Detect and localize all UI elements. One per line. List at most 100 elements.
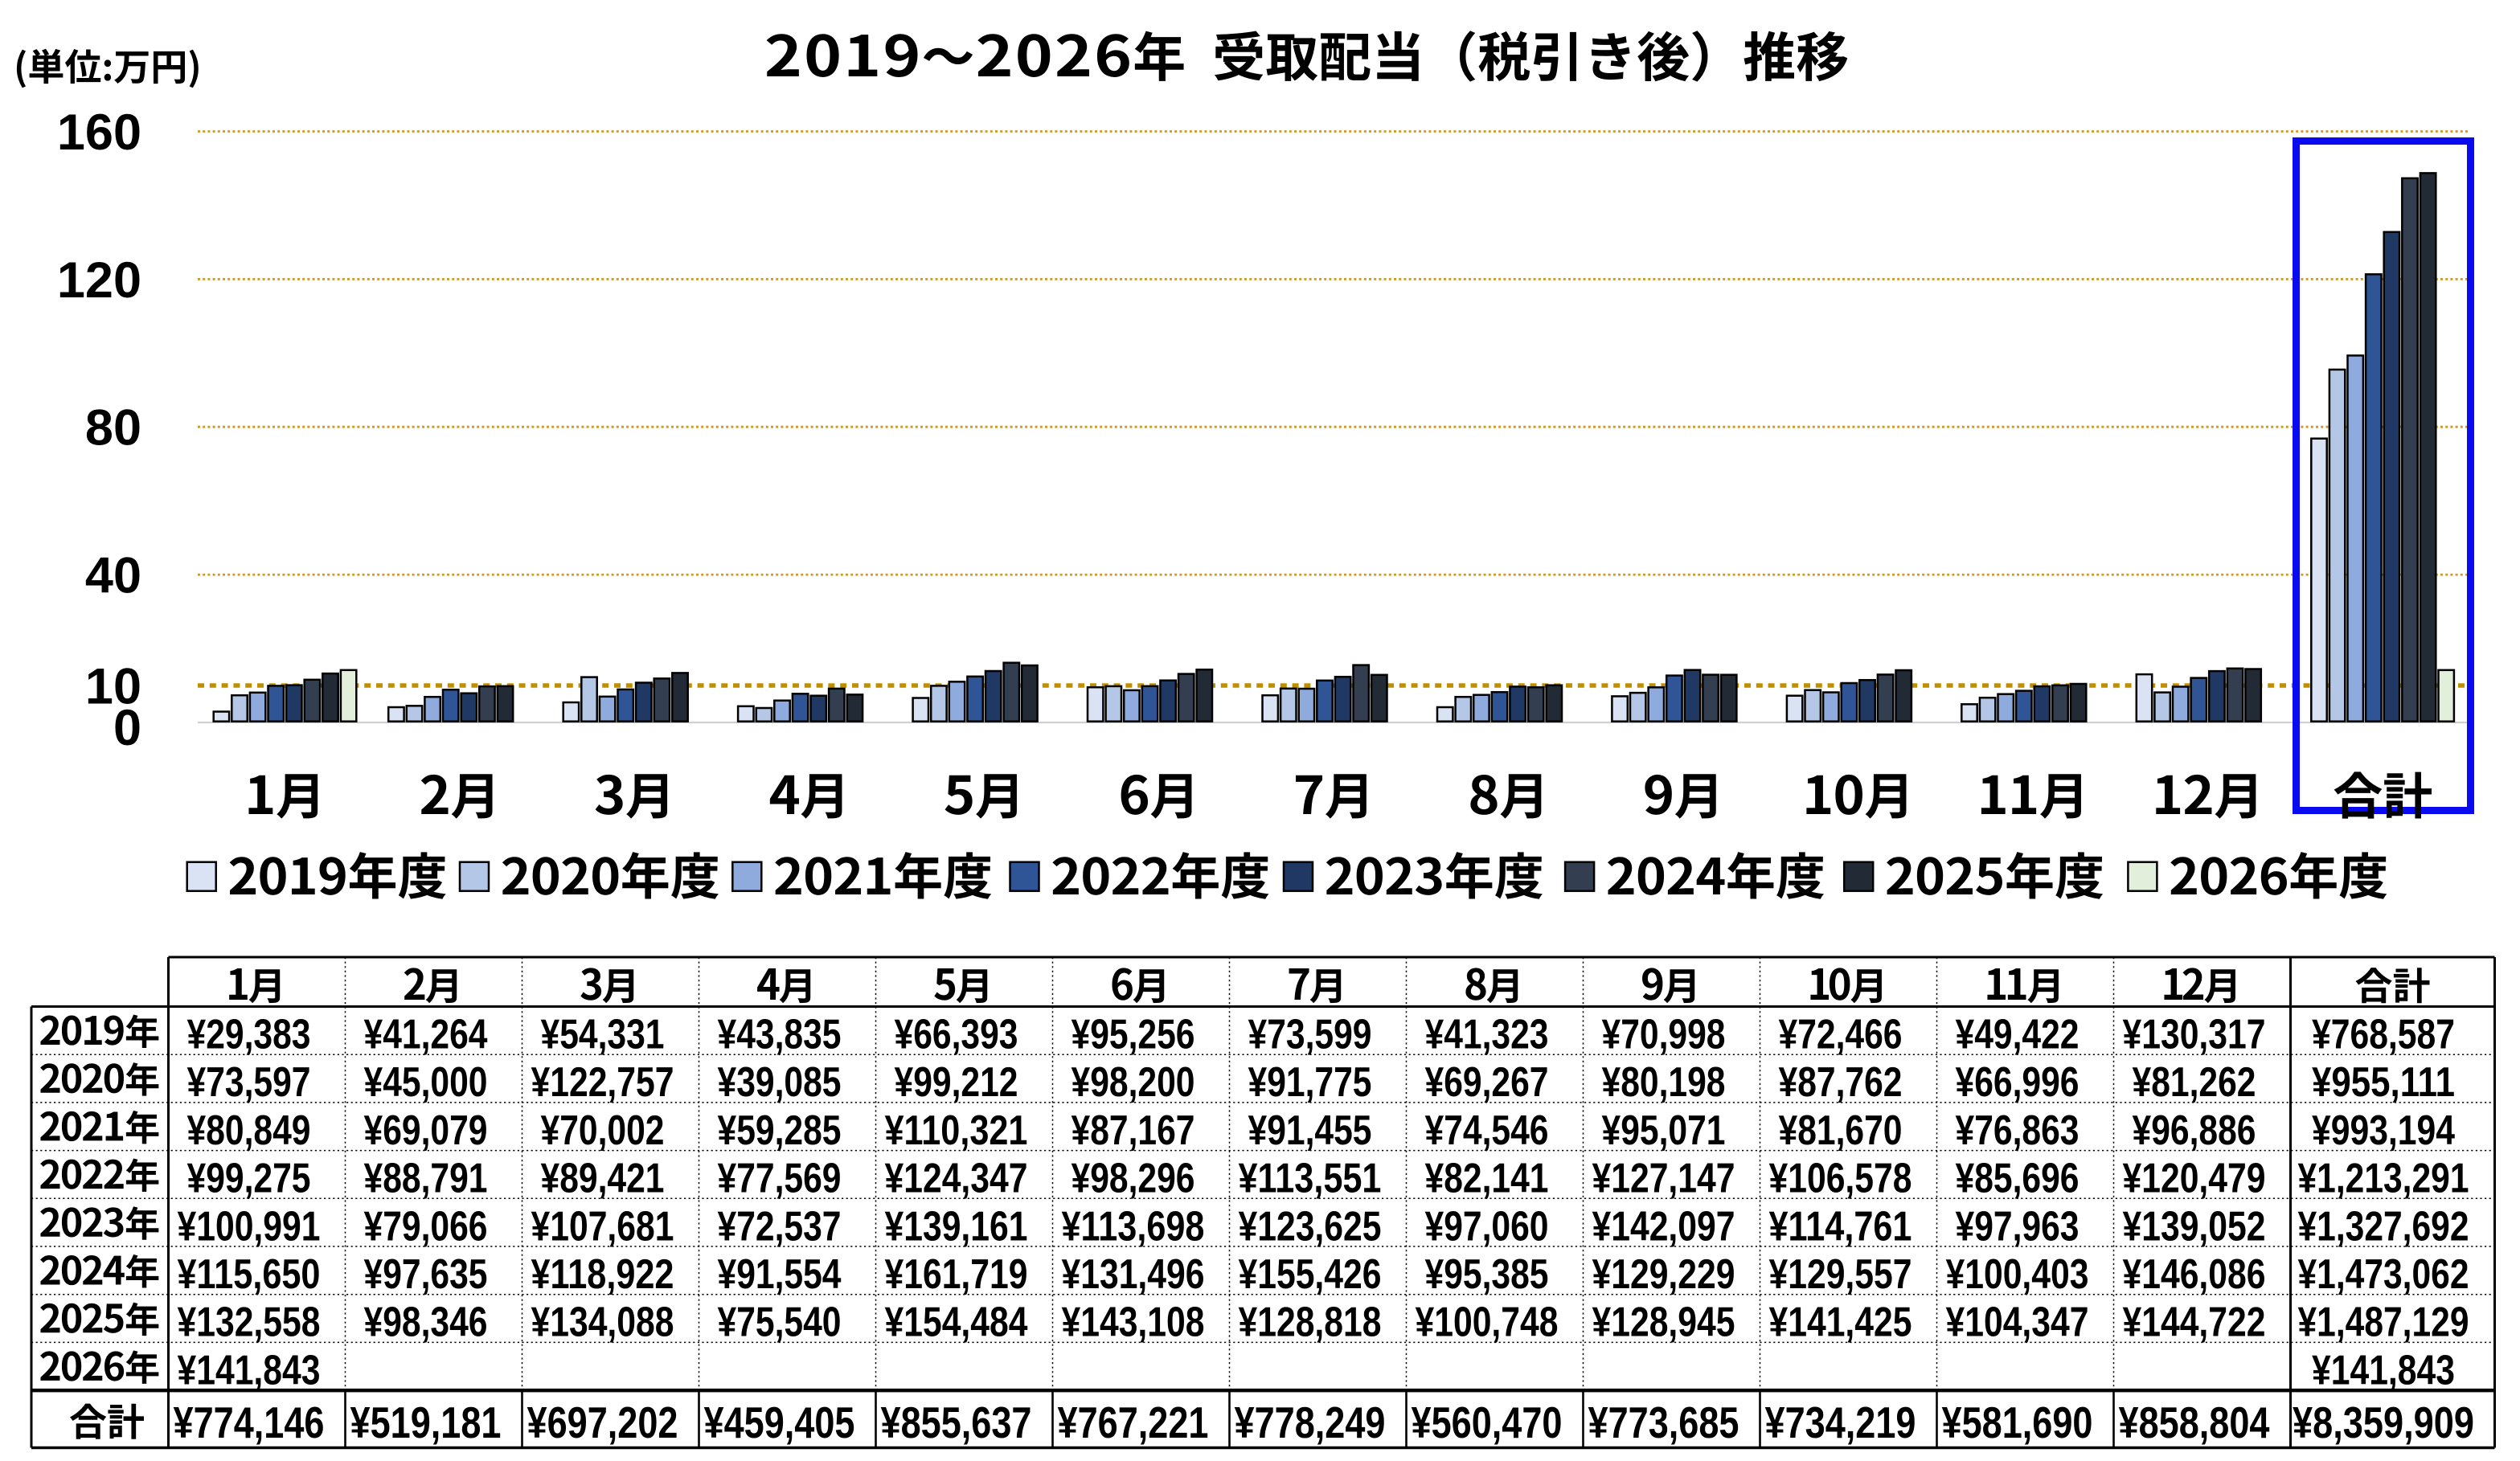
svg-text:¥143,108: ¥143,108 (1062, 1299, 1205, 1346)
svg-text:¥161,719: ¥161,719 (885, 1251, 1028, 1298)
svg-text:¥581,690: ¥581,690 (1942, 1398, 2093, 1447)
svg-text:¥113,551: ¥113,551 (1239, 1156, 1382, 1202)
svg-text:¥98,200: ¥98,200 (1072, 1059, 1195, 1106)
svg-text:¥141,843: ¥141,843 (178, 1347, 321, 1393)
svg-text:¥79,066: ¥79,066 (364, 1203, 488, 1250)
svg-text:¥69,267: ¥69,267 (1425, 1059, 1549, 1106)
svg-text:¥74,546: ¥74,546 (1425, 1107, 1549, 1154)
svg-text:¥129,229: ¥129,229 (1592, 1251, 1735, 1298)
svg-text:¥115,650: ¥115,650 (178, 1251, 321, 1298)
svg-text:¥107,681: ¥107,681 (531, 1203, 674, 1250)
svg-text:¥120,479: ¥120,479 (2123, 1156, 2266, 1202)
svg-text:¥1,487,129: ¥1,487,129 (2298, 1299, 2469, 1346)
svg-text:10: 10 (85, 659, 141, 715)
svg-text:¥77,569: ¥77,569 (718, 1156, 842, 1202)
svg-text:¥41,323: ¥41,323 (1425, 1012, 1549, 1058)
svg-text:¥49,422: ¥49,422 (1956, 1012, 2080, 1058)
svg-text:¥774,146: ¥774,146 (174, 1398, 325, 1447)
svg-text:¥130,317: ¥130,317 (2123, 1012, 2266, 1058)
svg-text:¥993,194: ¥993,194 (2312, 1107, 2455, 1154)
svg-text:¥110,321: ¥110,321 (885, 1107, 1028, 1154)
svg-text:¥124,347: ¥124,347 (885, 1156, 1028, 1202)
svg-text:¥95,385: ¥95,385 (1425, 1251, 1549, 1298)
svg-text:¥96,886: ¥96,886 (2133, 1107, 2256, 1154)
svg-text:¥118,922: ¥118,922 (531, 1251, 674, 1298)
svg-text:¥81,262: ¥81,262 (2133, 1059, 2256, 1106)
svg-text:120: 120 (57, 252, 141, 309)
svg-text:¥75,540: ¥75,540 (718, 1299, 842, 1346)
svg-text:¥1,213,291: ¥1,213,291 (2298, 1156, 2469, 1202)
svg-text:¥88,791: ¥88,791 (364, 1156, 488, 1202)
svg-text:¥100,403: ¥100,403 (1946, 1251, 2089, 1298)
svg-text:¥95,071: ¥95,071 (1602, 1107, 1726, 1154)
svg-text:¥70,998: ¥70,998 (1602, 1012, 1726, 1058)
svg-text:¥123,625: ¥123,625 (1239, 1203, 1382, 1250)
svg-text:¥127,147: ¥127,147 (1592, 1156, 1735, 1202)
svg-text:¥43,835: ¥43,835 (718, 1012, 842, 1058)
svg-text:¥80,198: ¥80,198 (1602, 1059, 1726, 1106)
svg-text:¥146,086: ¥146,086 (2123, 1251, 2266, 1298)
svg-text:¥41,264: ¥41,264 (364, 1012, 488, 1058)
svg-text:¥45,000: ¥45,000 (364, 1059, 488, 1106)
svg-text:¥955,111: ¥955,111 (2312, 1059, 2455, 1106)
svg-text:¥113,698: ¥113,698 (1062, 1203, 1205, 1250)
svg-text:¥99,275: ¥99,275 (187, 1156, 311, 1202)
svg-text:¥98,346: ¥98,346 (364, 1299, 488, 1346)
svg-text:40: 40 (85, 548, 141, 604)
svg-text:¥80,849: ¥80,849 (187, 1107, 311, 1154)
svg-text:0: 0 (113, 700, 141, 756)
svg-text:¥8,359,909: ¥8,359,909 (2293, 1398, 2474, 1447)
svg-text:¥72,466: ¥72,466 (1779, 1012, 1903, 1058)
svg-text:¥89,421: ¥89,421 (541, 1156, 665, 1202)
svg-text:¥132,558: ¥132,558 (178, 1299, 321, 1346)
svg-text:¥560,470: ¥560,470 (1412, 1398, 1563, 1447)
svg-text:¥104,347: ¥104,347 (1946, 1299, 2089, 1346)
svg-text:¥87,167: ¥87,167 (1072, 1107, 1195, 1154)
svg-text:¥128,818: ¥128,818 (1239, 1299, 1382, 1346)
svg-text:¥144,722: ¥144,722 (2123, 1299, 2266, 1346)
svg-text:¥519,181: ¥519,181 (350, 1398, 502, 1447)
svg-text:¥91,455: ¥91,455 (1248, 1107, 1372, 1154)
svg-text:80: 80 (85, 400, 141, 456)
svg-text:¥99,212: ¥99,212 (895, 1059, 1018, 1106)
svg-text:¥95,256: ¥95,256 (1072, 1012, 1195, 1058)
svg-text:¥69,079: ¥69,079 (364, 1107, 488, 1154)
svg-text:¥134,088: ¥134,088 (531, 1299, 674, 1346)
svg-text:¥697,202: ¥697,202 (527, 1398, 678, 1447)
svg-text:¥98,296: ¥98,296 (1072, 1156, 1195, 1202)
svg-text:¥66,996: ¥66,996 (1956, 1059, 2080, 1106)
svg-text:¥139,161: ¥139,161 (885, 1203, 1028, 1250)
svg-text:¥100,748: ¥100,748 (1416, 1299, 1559, 1346)
svg-text:¥141,843: ¥141,843 (2312, 1347, 2455, 1393)
svg-text:¥128,945: ¥128,945 (1592, 1299, 1735, 1346)
svg-text:¥778,249: ¥778,249 (1235, 1398, 1386, 1447)
svg-text:¥1,473,062: ¥1,473,062 (2298, 1251, 2469, 1298)
svg-text:¥142,097: ¥142,097 (1592, 1203, 1735, 1250)
svg-text:¥106,578: ¥106,578 (1769, 1156, 1912, 1202)
svg-text:¥131,496: ¥131,496 (1062, 1251, 1205, 1298)
svg-text:¥66,393: ¥66,393 (895, 1012, 1018, 1058)
svg-text:¥129,557: ¥129,557 (1769, 1251, 1912, 1298)
svg-text:¥39,085: ¥39,085 (718, 1059, 842, 1106)
svg-text:160: 160 (57, 104, 141, 161)
svg-text:¥91,554: ¥91,554 (718, 1251, 842, 1298)
svg-text:¥97,635: ¥97,635 (364, 1251, 488, 1298)
svg-text:¥97,963: ¥97,963 (1956, 1203, 2080, 1250)
svg-text:¥459,405: ¥459,405 (704, 1398, 855, 1447)
svg-text:¥73,597: ¥73,597 (187, 1059, 311, 1106)
svg-text:¥1,327,692: ¥1,327,692 (2298, 1203, 2469, 1250)
svg-text:¥858,804: ¥858,804 (2119, 1398, 2270, 1447)
svg-text:¥122,757: ¥122,757 (531, 1059, 674, 1106)
svg-text:¥54,331: ¥54,331 (541, 1012, 665, 1058)
svg-text:¥97,060: ¥97,060 (1425, 1203, 1549, 1250)
svg-text:¥70,002: ¥70,002 (541, 1107, 665, 1154)
svg-text:¥85,696: ¥85,696 (1956, 1156, 2080, 1202)
svg-text:¥734,219: ¥734,219 (1765, 1398, 1916, 1447)
svg-text:¥100,991: ¥100,991 (178, 1203, 321, 1250)
svg-text:¥773,685: ¥773,685 (1588, 1398, 1739, 1447)
svg-text:¥73,599: ¥73,599 (1248, 1012, 1372, 1058)
svg-text:¥855,637: ¥855,637 (881, 1398, 1032, 1447)
svg-text:¥72,537: ¥72,537 (718, 1203, 842, 1250)
svg-text:¥154,484: ¥154,484 (885, 1299, 1028, 1346)
svg-text:¥76,863: ¥76,863 (1956, 1107, 2080, 1154)
